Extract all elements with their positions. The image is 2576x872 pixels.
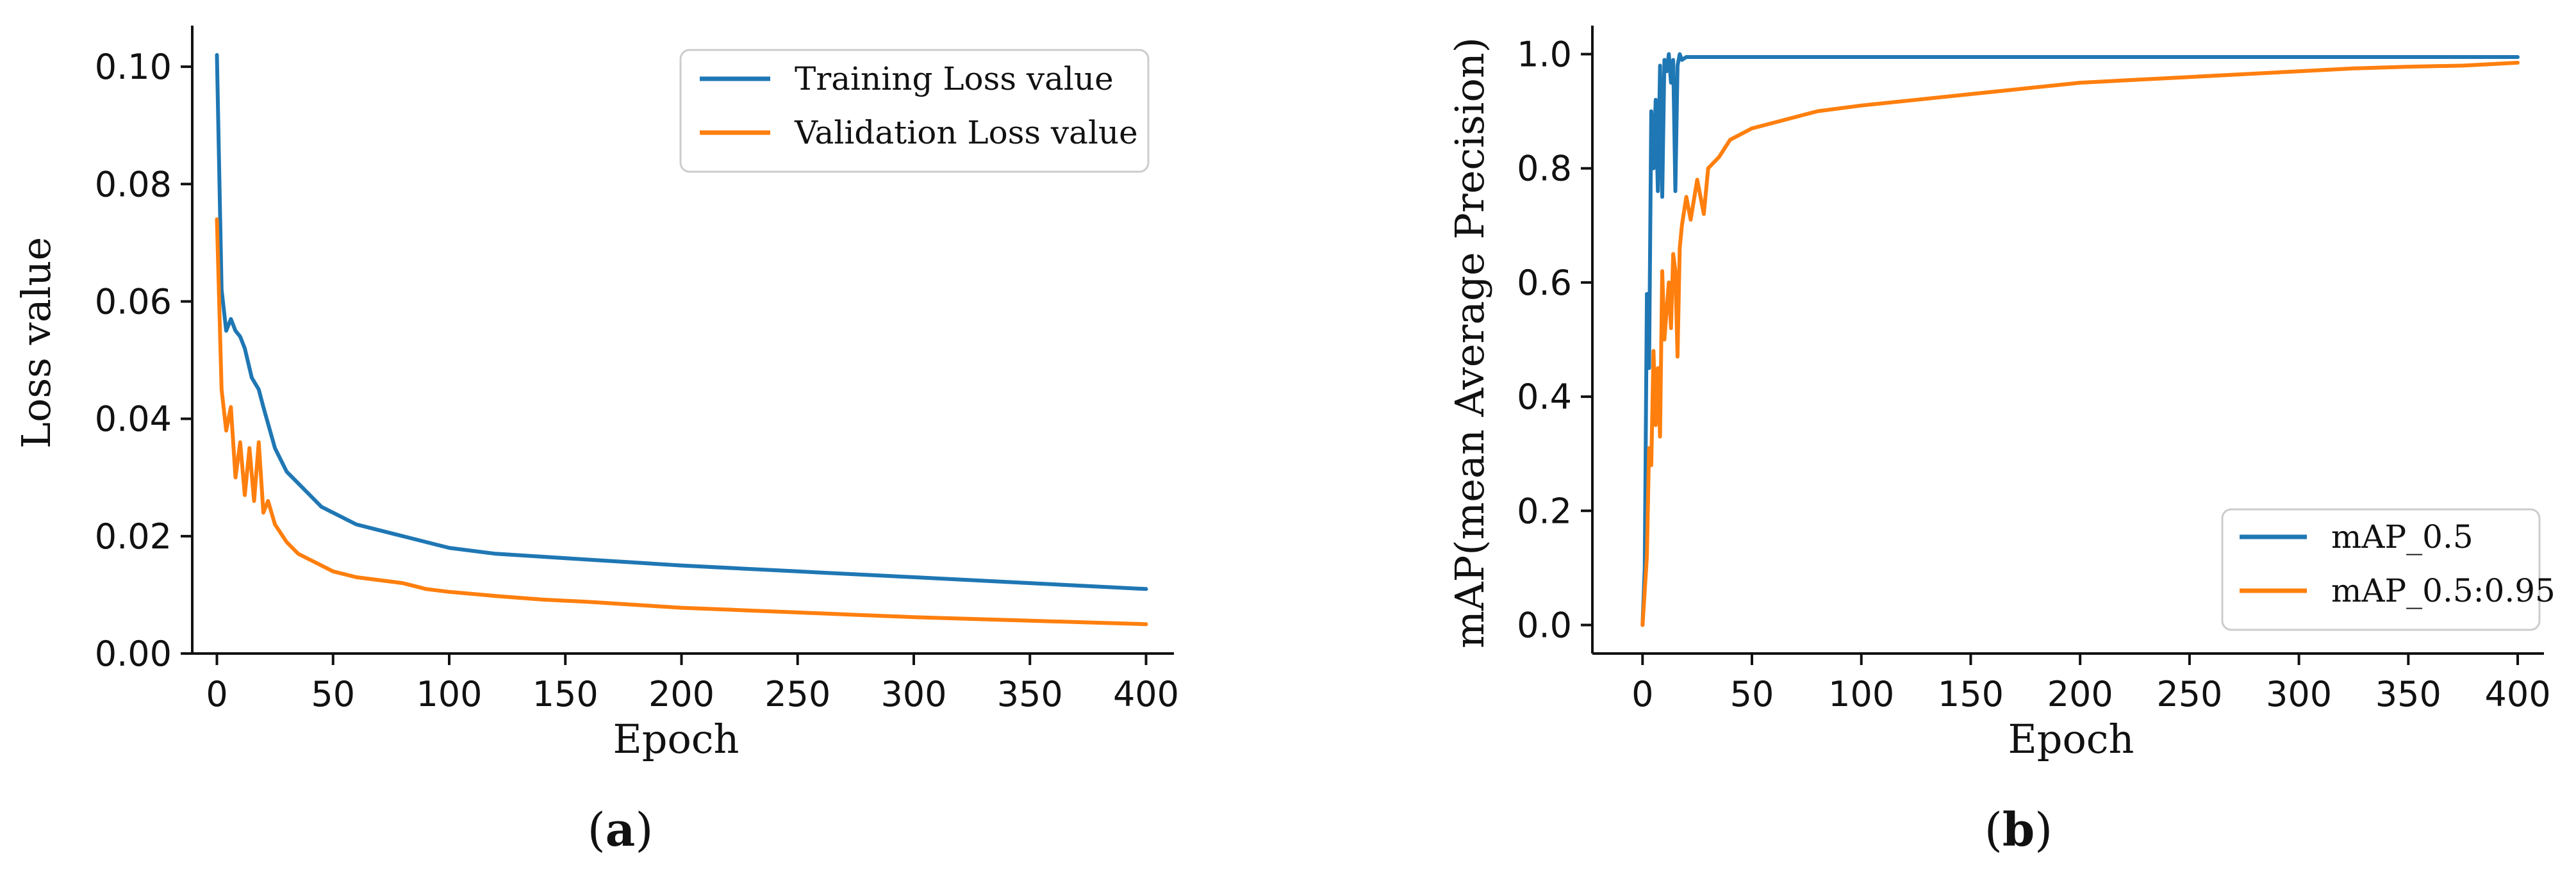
loss-legend-frame	[679, 49, 1150, 173]
legend-label-training-loss: Training Loss value	[795, 60, 1114, 97]
caption-b-open: (	[1985, 803, 2002, 857]
x-tick-label: 50	[311, 674, 355, 714]
x-tick-label: 100	[1828, 674, 1894, 714]
y-tick-label: 0.06	[95, 281, 172, 322]
chart-loss-panel: 0 50 100 150 200 250 300 350 400 0.00 0.02 0.04 0.06…	[13, 26, 1179, 857]
loss-ticks-layer: 0 50 100 150 200 250 300 350 400 0.00 0.02 0.04 0.06…	[95, 47, 1179, 714]
map-ticks-layer: 0 50 100 150 200 250 300 350 400 0.0 0.2 0.4 0.6 0.8 1…	[1517, 35, 2550, 714]
series-line-b-0	[1640, 52, 2520, 627]
y-tick-label: 0.8	[1517, 149, 1572, 189]
y-tick-label: 0.04	[95, 399, 172, 440]
loss-y-axis-label: Loss value	[13, 237, 60, 448]
y-tick-label: 0.6	[1517, 263, 1572, 303]
x-tick-label: 0	[1631, 674, 1653, 714]
y-tick-label: 0.00	[95, 634, 172, 674]
chart-map-panel: 0 50 100 150 200 250 300 350 400 0.0 0.2 0.4 0.6 0.8 1…	[1446, 26, 2555, 857]
x-tick-label: 200	[2047, 674, 2113, 714]
x-tick-label: 0	[206, 674, 227, 714]
map-x-axis-label: Epoch	[2008, 716, 2134, 762]
series-line-a-0	[215, 53, 1148, 591]
y-tick-label: 0.2	[1517, 491, 1572, 531]
caption-a-open: (	[588, 803, 606, 857]
x-tick-label: 200	[648, 674, 714, 714]
x-tick-label: 250	[764, 674, 830, 714]
loss-x-axis-label: Epoch	[613, 716, 739, 762]
x-tick-label: 150	[1938, 674, 2004, 714]
legend-label-map-05-095: mAP_0.5:0.95	[2331, 572, 2555, 609]
x-tick-label: 150	[533, 674, 599, 714]
caption-b-close: )	[2035, 803, 2052, 857]
map-series-layer	[1640, 52, 2520, 627]
legend-label-validation-loss: Validation Loss value	[794, 114, 1138, 151]
map-y-axis-label: mAP(mean Average Precision)	[1446, 37, 1493, 648]
series-line-a-1	[215, 217, 1148, 627]
map-legend-frame	[2221, 508, 2541, 631]
y-tick-label: 0.4	[1517, 377, 1572, 417]
x-tick-label: 400	[1113, 674, 1179, 714]
x-tick-label: 300	[2266, 674, 2332, 714]
caption-a-letter: a	[606, 802, 636, 857]
y-tick-label: 0.08	[95, 164, 172, 204]
loss-legend: Training Loss value Validation Loss valu…	[679, 49, 1150, 173]
x-tick-label: 50	[1730, 674, 1774, 714]
map-legend: mAP_0.5 mAP_0.5:0.95	[2221, 508, 2555, 631]
x-tick-label: 350	[2375, 674, 2441, 714]
legend-label-map-05: mAP_0.5	[2331, 518, 2473, 555]
loss-series-layer	[215, 53, 1148, 627]
y-tick-label: 0.02	[95, 516, 172, 557]
series-line-b-1	[1640, 60, 2520, 627]
y-tick-label: 1.0	[1517, 35, 1572, 75]
y-tick-label: 0.10	[95, 47, 172, 87]
x-tick-label: 300	[880, 674, 946, 714]
x-tick-label: 400	[2484, 674, 2550, 714]
caption-b: (b)	[1985, 802, 2053, 857]
x-tick-label: 250	[2156, 674, 2222, 714]
caption-a: (a)	[588, 802, 654, 857]
caption-b-letter: b	[2002, 802, 2035, 857]
x-tick-label: 350	[997, 674, 1063, 714]
x-tick-label: 100	[416, 674, 482, 714]
y-tick-label: 0.0	[1517, 605, 1572, 645]
caption-a-close: )	[635, 803, 653, 857]
